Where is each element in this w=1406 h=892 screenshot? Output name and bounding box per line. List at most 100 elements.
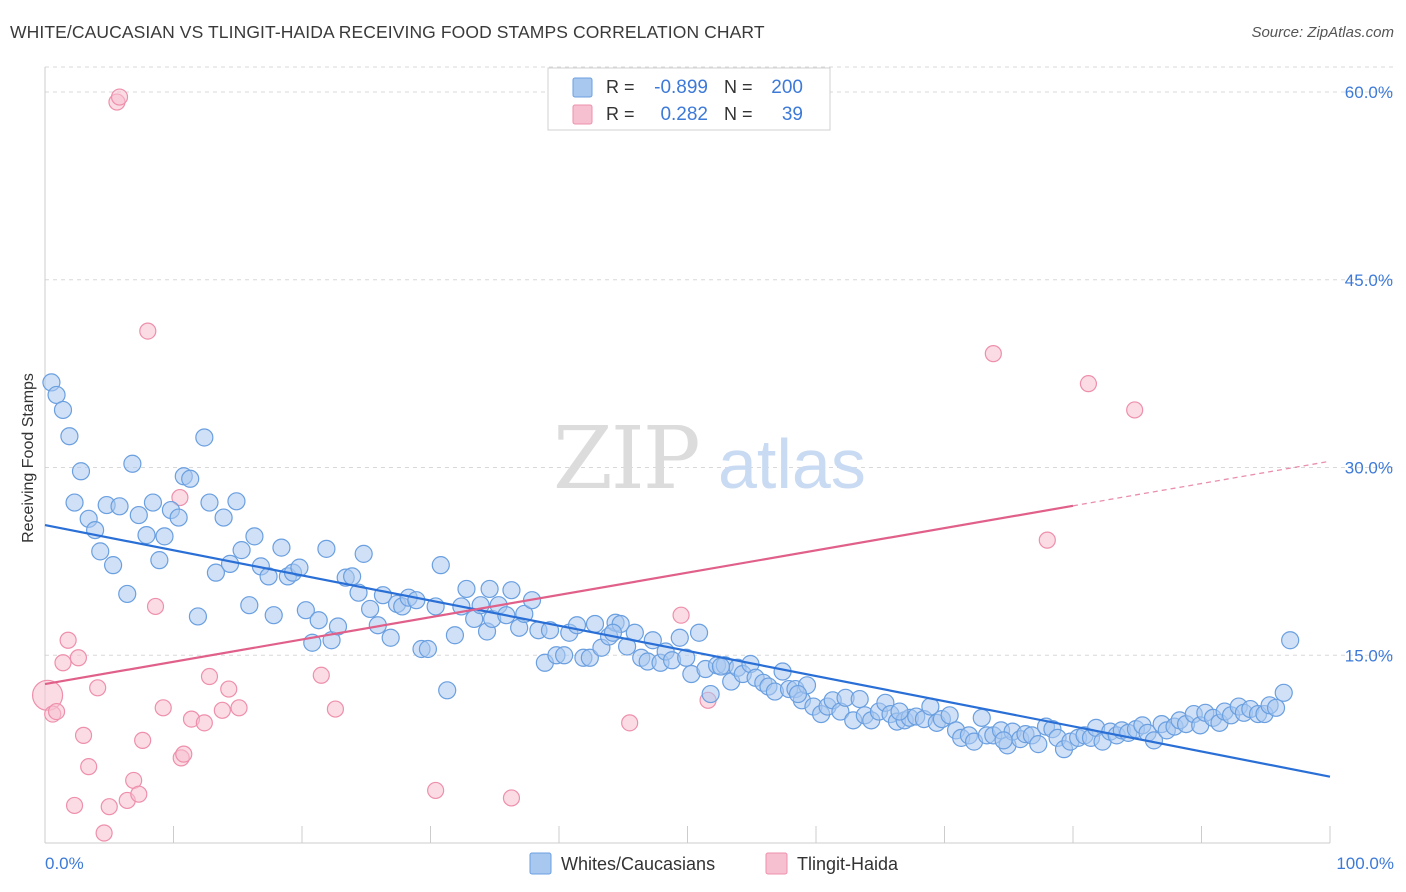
legend-box — [547, 67, 831, 131]
whites-point — [195, 428, 214, 447]
tlingit-haida-point — [89, 679, 107, 697]
tlingit-haida-point — [54, 654, 72, 672]
whites-point — [407, 591, 426, 610]
whites-point — [890, 702, 909, 721]
whites-point — [555, 646, 574, 665]
whites-point — [150, 551, 169, 570]
whites-point — [349, 583, 368, 602]
legend-label-whites: Whites/Caucasians — [561, 854, 715, 874]
whites-point — [155, 527, 174, 546]
legend-n-label-pink: N = — [724, 104, 753, 124]
whites-point — [104, 556, 123, 575]
legend-r-label-pink: R = — [606, 104, 635, 124]
whites-point — [60, 427, 79, 446]
whites-point — [272, 538, 291, 557]
whites-point — [689, 623, 709, 642]
whites-point — [438, 681, 457, 700]
x-tick-label-max: 100.0% — [1336, 854, 1394, 873]
tlingit-haida-point — [65, 796, 84, 815]
correlation-legend: R = -0.899 N = 200 R = 0.282 N = 39 — [547, 67, 831, 131]
whites-point — [214, 508, 233, 527]
y-axis-tick-labels: 15.0% 30.0% 45.0% 60.0% — [1345, 83, 1393, 665]
whites-point — [418, 639, 438, 659]
tlingit-haida-point — [312, 666, 330, 684]
tlingit-haida-point — [47, 702, 66, 721]
watermark-zip: ZIP — [553, 409, 699, 509]
whites-point — [445, 626, 465, 645]
whites-point — [1274, 683, 1293, 702]
legend-swatch-tlingit — [765, 852, 788, 875]
whites-point — [361, 599, 380, 619]
tlingit-haida-point — [80, 758, 98, 776]
tlingit-trend-extension — [1072, 460, 1331, 507]
whites-point — [972, 708, 991, 727]
chart-title: WHITE/CAUCASIAN VS TLINGIT-HAIDA RECEIVI… — [10, 22, 765, 42]
tlingit-haida-point — [1126, 401, 1144, 419]
tlingit-haida-point — [69, 649, 88, 667]
whites-point — [245, 527, 264, 546]
whites-point — [994, 731, 1013, 750]
whites-point — [354, 544, 373, 563]
watermark-atlas: atlas — [718, 425, 866, 503]
legend-swatch-blue — [572, 77, 593, 98]
tlingit-haida-point — [175, 745, 193, 763]
whites-point — [788, 684, 808, 704]
whites-point — [457, 579, 476, 599]
whites-point — [431, 556, 450, 575]
tlingit-haida-point — [139, 322, 157, 340]
tlingit-haida-point — [100, 798, 118, 816]
tlingit-haida-point — [146, 597, 165, 616]
whites-point — [264, 606, 283, 625]
whites-point — [502, 581, 521, 600]
x-tick-label-min: 0.0% — [45, 854, 84, 873]
source-credit: Source: ZipAtlas.com — [1251, 24, 1394, 41]
whites-point — [711, 657, 731, 676]
whites-trend-line — [44, 524, 1331, 778]
whites-point — [188, 607, 208, 626]
tlingit-haida-point — [427, 781, 445, 800]
whites-point — [200, 493, 219, 512]
tlingit-haida-point — [1079, 375, 1098, 393]
tlingit-haida-point — [230, 699, 248, 717]
tlingit-haida-point — [621, 714, 639, 732]
y-tick-label: 60.0% — [1345, 83, 1393, 102]
whites-point — [328, 617, 348, 636]
whites-point — [480, 579, 499, 599]
whites-point — [701, 684, 720, 704]
y-tick-label: 15.0% — [1345, 646, 1393, 665]
whites-point — [670, 628, 689, 647]
y-tick-label: 30.0% — [1345, 459, 1393, 478]
whites-point — [343, 567, 362, 586]
tlingit-haida-point — [195, 714, 213, 732]
trend-lines — [44, 460, 1331, 778]
whites-point — [220, 554, 240, 573]
whites-point — [1281, 631, 1300, 650]
whites-point — [110, 497, 129, 516]
tlingit-haida-points — [31, 88, 1144, 842]
whites-point — [143, 493, 163, 512]
tlingit-haida-point — [95, 824, 113, 842]
whites-point — [540, 621, 560, 640]
whites-point — [296, 601, 315, 620]
tlingit-haida-point — [154, 699, 172, 717]
legend-swatch-pink — [572, 104, 593, 125]
whites-point — [850, 689, 869, 709]
watermark: ZIP atlas — [553, 409, 866, 509]
whites-point — [580, 648, 599, 667]
tlingit-haida-point — [1038, 531, 1056, 549]
whites-point — [137, 526, 156, 545]
whites-point — [603, 623, 623, 642]
tlingit-haida-point — [130, 785, 148, 803]
legend-label-tlingit: Tlingit-Haida — [797, 854, 899, 874]
tlingit-haida-point — [110, 88, 129, 106]
whites-point — [1266, 698, 1286, 717]
whites-point — [91, 542, 110, 561]
tlingit-haida-point — [220, 680, 238, 698]
legend-n-label-blue: N = — [724, 77, 753, 97]
whites-point — [290, 558, 309, 577]
whites-point — [206, 563, 226, 582]
whites-point — [181, 469, 200, 488]
tlingit-trend-line — [44, 504, 1074, 686]
whites-point — [129, 505, 148, 525]
y-axis-label: Receiving Food Stamps — [20, 373, 37, 543]
